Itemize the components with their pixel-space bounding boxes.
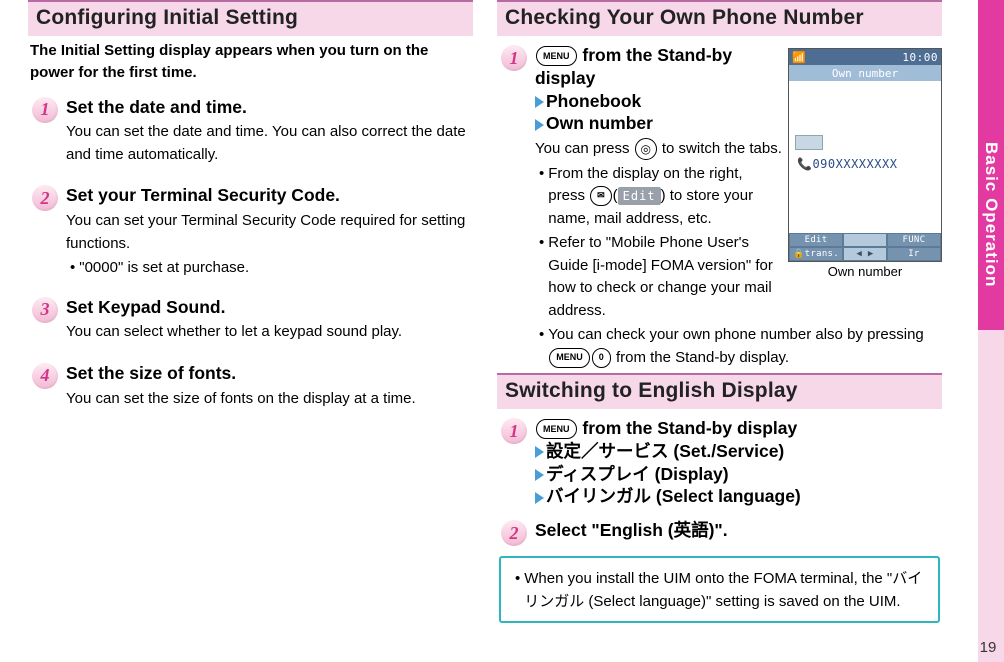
step-bullet: • From the display on the right, press ✉… [539, 163, 782, 231]
note-text: When you install the UIM onto the FOMA t… [524, 568, 928, 613]
step-number: 2 [32, 185, 58, 211]
right-step-2b: 2 Select "English (英語)". [501, 519, 942, 546]
step-number: 1 [501, 418, 527, 444]
side-tab: Basic Operation [978, 0, 1004, 662]
left-header: Configuring Initial Setting [28, 0, 473, 36]
phone-status-bar: 📶10:00 [789, 49, 941, 65]
step-title: MENU from the Stand-by display 設定／サービス (… [535, 417, 942, 508]
menu-key-icon: MENU [536, 419, 577, 439]
arrow-icon [535, 119, 544, 131]
step-text: You can select whether to let a keypad s… [66, 321, 473, 344]
step-number: 2 [501, 520, 527, 546]
mail-key-icon: ✉ [590, 186, 612, 206]
arrow-icon [535, 446, 544, 458]
step-text: You can set your Terminal Security Code … [66, 210, 473, 255]
left-step-4: 4 Set the size of fonts. You can set the… [32, 362, 473, 412]
step-number: 1 [32, 97, 58, 123]
note-box: • When you install the UIM onto the FOMA… [499, 556, 940, 623]
menu-key-icon: MENU [549, 348, 590, 368]
left-step-1: 1 Set the date and time. You can set the… [32, 96, 473, 169]
right-header-2: Switching to English Display [497, 373, 942, 409]
step-text: You can set the size of fonts on the dis… [66, 388, 473, 411]
right-step-1: 1 📶10:00 Own number 📞090XXXXXXXX [501, 44, 942, 369]
step-title: Set Keypad Sound. [66, 296, 473, 319]
step-number: 4 [32, 363, 58, 389]
step-title: Select "English (英語)". [535, 519, 942, 542]
step-bullet: • Refer to "Mobile Phone User's Guide [i… [539, 232, 782, 322]
phone-number-value: 📞090XXXXXXXX [797, 157, 897, 171]
left-step-3: 3 Set Keypad Sound. You can select wheth… [32, 296, 473, 346]
step-title: Set the date and time. [66, 96, 473, 119]
step-bullet: • You can check your own phone number al… [539, 324, 942, 369]
arrow-icon [535, 469, 544, 481]
step-bullet: • "0000" is set at purchase. [70, 257, 473, 280]
right-step-2a: 1 MENU from the Stand-by display 設定／サービス… [501, 417, 942, 511]
left-intro: The Initial Setting display appears when… [30, 40, 471, 84]
phone-caption: Own number [788, 264, 942, 279]
step-title: Set your Terminal Security Code. [66, 184, 473, 207]
page-number: 19 [976, 639, 1000, 656]
arrow-icon [535, 96, 544, 108]
step-number: 1 [501, 45, 527, 71]
side-tab-label: Basic Operation [978, 100, 1004, 330]
right-header-1: Checking Your Own Phone Number [497, 0, 942, 36]
edit-chip: Edit [618, 187, 661, 205]
phone-screenshot: 📶10:00 Own number 📞090XXXXXXXX Edit FUNC [788, 48, 942, 279]
step-number: 3 [32, 297, 58, 323]
phone-screen-title: Own number [789, 65, 941, 81]
phone-tab-icon [795, 135, 823, 150]
step-title: Set the size of fonts. [66, 362, 473, 385]
menu-key-icon: MENU [536, 46, 577, 66]
step-text: You can set the date and time. You can a… [66, 121, 473, 166]
arrow-icon [535, 492, 544, 504]
zero-key-icon: 0 [592, 348, 611, 368]
nav-key-icon: ◎ [635, 138, 657, 160]
phone-softkeys: Edit FUNC 🔒trans. ◀ ▶ Ir [789, 233, 941, 261]
left-step-2: 2 Set your Terminal Security Code. You c… [32, 184, 473, 279]
